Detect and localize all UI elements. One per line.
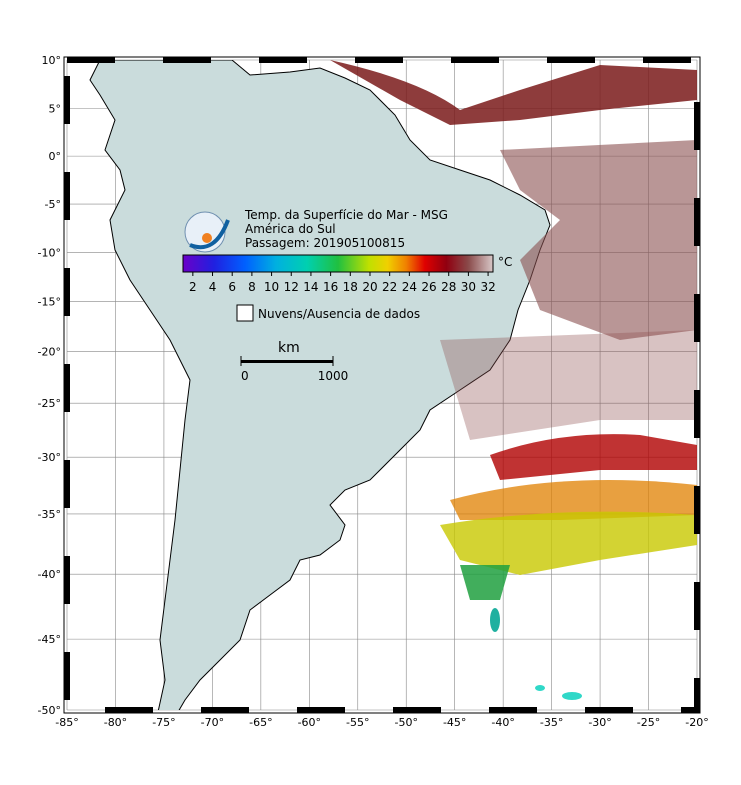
lat-label: -45° bbox=[38, 633, 61, 646]
sst-yellow bbox=[440, 511, 697, 575]
lon-label: -60° bbox=[298, 716, 321, 729]
lon-label: -50° bbox=[394, 716, 417, 729]
colorbar-tick-label: 12 bbox=[284, 280, 299, 294]
lon-label: -25° bbox=[637, 716, 660, 729]
sst-green bbox=[460, 565, 510, 600]
colorbar-tick-label: 20 bbox=[362, 280, 377, 294]
lat-label: -30° bbox=[38, 451, 61, 464]
sst-red bbox=[490, 434, 697, 480]
sst-warm bbox=[330, 60, 697, 125]
sst-field bbox=[89, 60, 697, 710]
lat-label: 0° bbox=[49, 150, 62, 163]
lon-label: -30° bbox=[588, 716, 611, 729]
title: Temp. da Superfície do Mar - MSG bbox=[244, 208, 448, 222]
colorbar-tick-label: 26 bbox=[421, 280, 436, 294]
lat-label: -40° bbox=[38, 568, 61, 581]
sst-warm bbox=[500, 140, 697, 340]
lon-label: -35° bbox=[540, 716, 563, 729]
colorbar-tick-label: 32 bbox=[480, 280, 495, 294]
logo bbox=[189, 219, 230, 250]
colorbar-tick-label: 14 bbox=[303, 280, 318, 294]
lat-label: 5° bbox=[49, 102, 62, 115]
colorbar-tick-label: 8 bbox=[248, 280, 256, 294]
legend-swatch bbox=[236, 304, 254, 322]
subtitle: América do Sul bbox=[245, 222, 336, 236]
colorbar-tick-label: 16 bbox=[323, 280, 338, 294]
lat-label: -50° bbox=[38, 704, 61, 717]
scale-bar bbox=[241, 360, 333, 363]
lat-label: 10° bbox=[42, 54, 62, 67]
legend-label: Nuvens/Ausencia de dados bbox=[258, 307, 420, 321]
frame bbox=[63, 56, 701, 714]
colorbar-tick-label: 10 bbox=[264, 280, 279, 294]
scale-label: 0 bbox=[241, 369, 249, 383]
colorbar-tick-label: 22 bbox=[382, 280, 397, 294]
colorbar-tick-label: 30 bbox=[461, 280, 476, 294]
legend-box: Temp. da Superfície do Mar - MSG América… bbox=[182, 208, 512, 356]
lon-label: -20° bbox=[685, 716, 708, 729]
colorbar-tick-label: 4 bbox=[209, 280, 217, 294]
colorbar bbox=[182, 254, 494, 273]
lon-label: -80° bbox=[104, 716, 127, 729]
lon-label: -70° bbox=[201, 716, 224, 729]
colorbar-tick-label: 6 bbox=[228, 280, 236, 294]
subtitle: Passagem: 201905100815 bbox=[245, 236, 405, 250]
lat-label: -15° bbox=[38, 295, 61, 308]
scale-label: 1000 bbox=[318, 369, 349, 383]
sst-warm bbox=[440, 330, 697, 440]
colorbar-tick-label: 2 bbox=[189, 280, 197, 294]
lon-label: -40° bbox=[491, 716, 514, 729]
sst-cyan bbox=[490, 608, 500, 632]
axis-labels: -85° -80° -75° -70° -65° -60° -55° -50° -45° -40°… bbox=[38, 54, 709, 729]
colorbar-tick-label: 28 bbox=[441, 280, 456, 294]
colorbar-tick-label: 24 bbox=[402, 280, 417, 294]
colorbar-unit: °C bbox=[498, 255, 512, 269]
sst-cyan bbox=[562, 692, 582, 700]
lon-label: -45° bbox=[443, 716, 466, 729]
lon-label: -85° bbox=[55, 716, 78, 729]
sst-cyan bbox=[535, 685, 545, 691]
lat-label: -20° bbox=[38, 345, 61, 358]
lat-label: -10° bbox=[38, 246, 61, 259]
colorbar-ticks: 2 4 6 8 10 12 14 16 18 20 22 24 26 28 30 320 1000 bbox=[189, 272, 496, 383]
lat-label: -25° bbox=[38, 397, 61, 410]
lat-label: -35° bbox=[38, 508, 61, 521]
colorbar-tick-label: 18 bbox=[343, 280, 358, 294]
lon-label: -75° bbox=[152, 716, 175, 729]
lon-label: -65° bbox=[249, 716, 272, 729]
frame bbox=[64, 57, 700, 713]
sst-orange bbox=[450, 480, 697, 520]
lon-label: -55° bbox=[346, 716, 369, 729]
logo bbox=[202, 233, 212, 243]
scale-unit: km bbox=[278, 340, 300, 356]
lat-label: -5° bbox=[45, 198, 61, 211]
